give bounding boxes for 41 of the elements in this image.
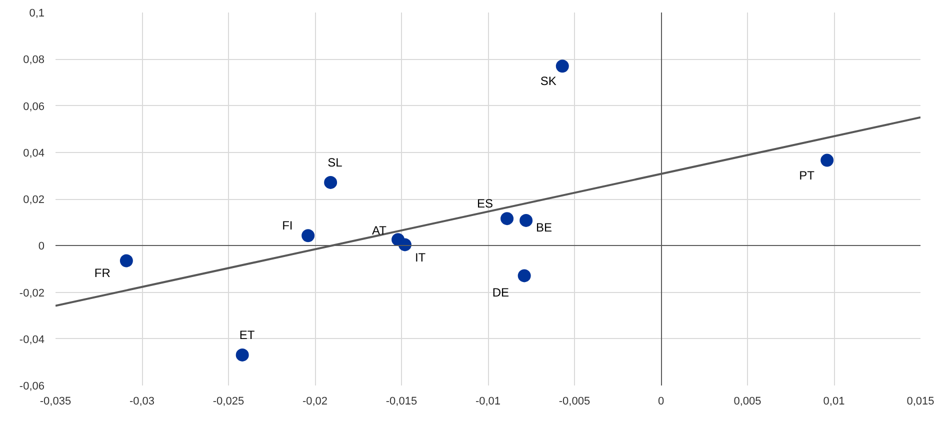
x-tick-label: 0,005 xyxy=(734,396,762,408)
point xyxy=(556,60,569,73)
x-tick-label: 0,015 xyxy=(906,396,934,408)
point xyxy=(518,269,531,282)
x-tick-label: 0 xyxy=(658,396,664,408)
point xyxy=(302,229,315,242)
x-tick-label: -0,03 xyxy=(129,396,155,408)
data-label: PT xyxy=(799,168,816,182)
data-label: FI xyxy=(282,218,293,233)
y-tick-label: 0,04 xyxy=(23,147,45,160)
point xyxy=(120,254,133,268)
point xyxy=(324,176,338,189)
point xyxy=(520,214,533,227)
data-label: BE xyxy=(536,220,552,234)
x-tick-label: -0,035 xyxy=(40,396,72,408)
y-tick-label: 0,02 xyxy=(23,194,45,206)
data-label: DE xyxy=(492,286,509,300)
x-tick-label: -0,015 xyxy=(386,396,418,408)
data-label: AT xyxy=(372,224,388,238)
y-tick-label: 0 xyxy=(38,240,45,253)
y-tick-label: 0,08 xyxy=(23,54,45,66)
point xyxy=(236,348,249,362)
y-tick-label: -0,04 xyxy=(19,334,45,346)
y-tick-label: -0,02 xyxy=(19,287,45,300)
point xyxy=(500,212,514,226)
x-tick-label: -0,005 xyxy=(558,396,590,408)
data-label: FR xyxy=(94,266,111,280)
x-tick-label: -0,02 xyxy=(302,396,328,408)
point xyxy=(820,154,834,167)
data-label: ES xyxy=(477,196,494,211)
x-tick-label: -0,01 xyxy=(475,396,501,408)
y-tick-label: 0,06 xyxy=(23,100,45,113)
data-label: IT xyxy=(414,250,426,265)
data-label: ET xyxy=(239,328,256,342)
x-tick-label: 0,01 xyxy=(823,396,845,408)
y-tick-label: -0,06 xyxy=(19,380,45,392)
y-tick-label: 0,1 xyxy=(29,8,45,20)
data-label: SL xyxy=(328,155,343,170)
point xyxy=(398,238,412,252)
data-label: SK xyxy=(540,74,556,88)
x-tick-label: -0,025 xyxy=(212,396,244,408)
